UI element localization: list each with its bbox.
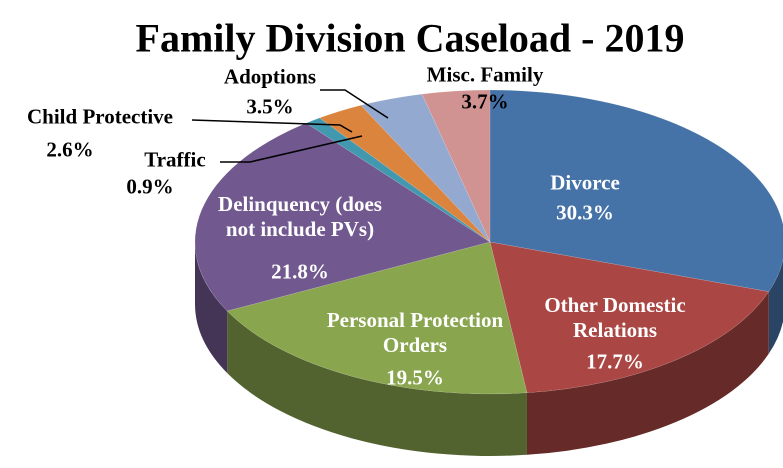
pie-slice xyxy=(319,105,491,243)
slice-label: Divorce xyxy=(550,170,620,195)
leader-line xyxy=(191,119,353,133)
value-label: 30.3% xyxy=(556,200,614,225)
slice-label: Child Protective xyxy=(27,104,173,129)
pie-side xyxy=(195,242,228,374)
leader-line xyxy=(220,135,363,163)
pie-side xyxy=(526,291,769,455)
value-label: 0.9% xyxy=(126,174,174,199)
value-label: 17.7% xyxy=(586,349,644,374)
value-label: 19.5% xyxy=(386,365,444,390)
leader-line xyxy=(320,89,389,119)
slice-label: Misc. Family xyxy=(426,62,544,87)
chart-title: Family Division Caseload - 2019 xyxy=(135,15,685,61)
value-label: 3.5% xyxy=(246,94,294,119)
pie-slice xyxy=(305,117,491,243)
pie-slice xyxy=(226,241,528,395)
slice-label: Adoptions xyxy=(223,64,317,89)
slice-label: Other Domestic Relations xyxy=(544,293,686,342)
value-label: 21.8% xyxy=(271,259,329,284)
pie-slice xyxy=(489,89,783,292)
slice-label: Personal Protection Orders xyxy=(326,308,504,357)
slice-label: Delinquency (does not include PVs) xyxy=(218,192,382,241)
value-label: 2.6% xyxy=(46,137,94,162)
pie-slice xyxy=(489,241,770,394)
slice-label: Traffic xyxy=(144,147,206,172)
pie-side xyxy=(227,311,527,456)
leader-lines xyxy=(191,89,389,163)
pie-slice xyxy=(421,89,491,243)
pie-slice xyxy=(194,122,491,312)
value-label: 3.7% xyxy=(461,89,509,114)
pie-slice xyxy=(360,93,491,243)
pie-side xyxy=(768,259,783,354)
